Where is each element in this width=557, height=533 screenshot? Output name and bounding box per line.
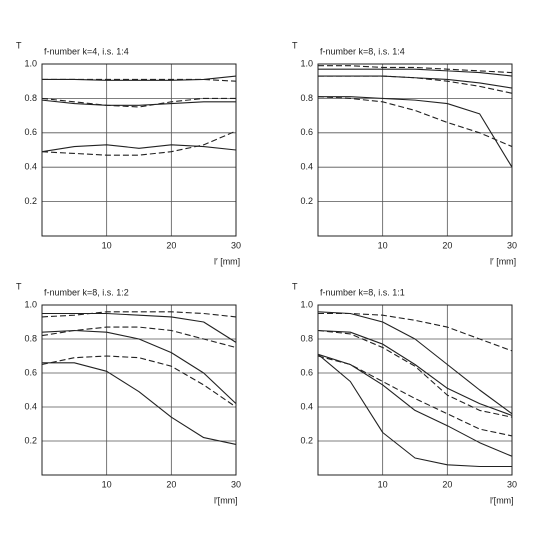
mtf-curve bbox=[317, 329, 513, 417]
y-tick-label: 0.4 bbox=[24, 162, 37, 172]
mtf-curve bbox=[318, 68, 513, 77]
y-tick-label: 0.2 bbox=[24, 196, 37, 206]
mtf-curve bbox=[41, 144, 237, 153]
mtf-curve bbox=[41, 326, 237, 349]
mtf-curve bbox=[42, 78, 237, 82]
mtf-curve bbox=[317, 329, 513, 418]
y-axis-label: T bbox=[292, 281, 298, 291]
x-tick-label: 20 bbox=[442, 240, 452, 250]
plot-frame bbox=[41, 63, 237, 237]
x-tick-label: 10 bbox=[102, 479, 112, 489]
mtf-curve bbox=[318, 75, 513, 94]
x-tick-label: 20 bbox=[166, 240, 176, 250]
x-tick-label: 30 bbox=[231, 479, 241, 489]
chart-title: f-number k=4, i.s. 1:4 bbox=[44, 46, 129, 56]
y-axis-label: T bbox=[16, 40, 22, 50]
y-tick-label: 0.4 bbox=[24, 401, 37, 411]
y-tick-label: 0.4 bbox=[300, 162, 313, 172]
x-axis-label: l′ [mm] bbox=[214, 256, 240, 266]
y-tick-label: 0.6 bbox=[24, 367, 37, 377]
plot-frame bbox=[317, 304, 513, 476]
y-tick-label: 0.6 bbox=[24, 127, 37, 137]
mtf-curve bbox=[317, 355, 513, 437]
y-tick-label: 0.2 bbox=[24, 435, 37, 445]
y-tick-label: 0.6 bbox=[300, 127, 313, 137]
y-tick-label: 0.2 bbox=[300, 435, 313, 445]
y-axis-label: T bbox=[16, 281, 22, 291]
y-tick-label: 0.8 bbox=[24, 93, 37, 103]
mtf-curve bbox=[41, 355, 237, 408]
mtf-curve bbox=[317, 311, 513, 415]
y-tick-label: 0.8 bbox=[24, 333, 37, 343]
y-tick-label: 0.8 bbox=[300, 333, 313, 343]
mtf-curve bbox=[41, 130, 237, 156]
y-tick-label: 1.0 bbox=[300, 299, 313, 309]
x-tick-label: 10 bbox=[102, 240, 112, 250]
chart-title: f-number k=8, i.s. 1:2 bbox=[44, 287, 129, 297]
x-axis-label: l′[mm] bbox=[214, 495, 238, 505]
mtf-curve bbox=[42, 312, 237, 343]
y-tick-label: 1.0 bbox=[24, 299, 37, 309]
mtf-curve bbox=[318, 65, 513, 74]
chart-title: f-number k=8, i.s. 1:4 bbox=[320, 46, 405, 56]
plot-frame bbox=[317, 63, 513, 237]
mtf-curve bbox=[318, 312, 513, 352]
y-tick-label: 0.2 bbox=[300, 196, 313, 206]
mtf-curve bbox=[317, 353, 512, 468]
mtf-curve bbox=[42, 362, 237, 445]
x-tick-label: 10 bbox=[378, 479, 388, 489]
y-tick-label: 0.8 bbox=[300, 93, 313, 103]
x-tick-label: 20 bbox=[442, 479, 452, 489]
mtf-curve bbox=[318, 75, 513, 89]
x-axis-label: l′[mm] bbox=[490, 495, 514, 505]
x-tick-label: 30 bbox=[507, 240, 517, 250]
y-tick-label: 1.0 bbox=[24, 58, 37, 68]
mtf-curve bbox=[317, 96, 513, 148]
y-tick-label: 0.6 bbox=[300, 367, 313, 377]
mtf-curve bbox=[318, 96, 513, 168]
x-tick-label: 10 bbox=[378, 240, 388, 250]
x-tick-label: 30 bbox=[507, 479, 517, 489]
x-tick-label: 20 bbox=[166, 479, 176, 489]
mtf-curve bbox=[317, 353, 513, 457]
plot-frame bbox=[41, 304, 237, 476]
mtf-curve bbox=[41, 311, 237, 318]
x-tick-label: 30 bbox=[231, 240, 241, 250]
y-tick-label: 0.4 bbox=[300, 401, 313, 411]
y-axis-label: T bbox=[292, 40, 298, 50]
x-axis-label: l′ [mm] bbox=[490, 256, 516, 266]
y-tick-label: 1.0 bbox=[300, 58, 313, 68]
mtf-curve bbox=[41, 329, 237, 404]
mtf-curve bbox=[41, 97, 236, 108]
mtf-curve bbox=[41, 99, 236, 106]
chart-title: f-number k=8, i.s. 1:1 bbox=[320, 287, 405, 297]
